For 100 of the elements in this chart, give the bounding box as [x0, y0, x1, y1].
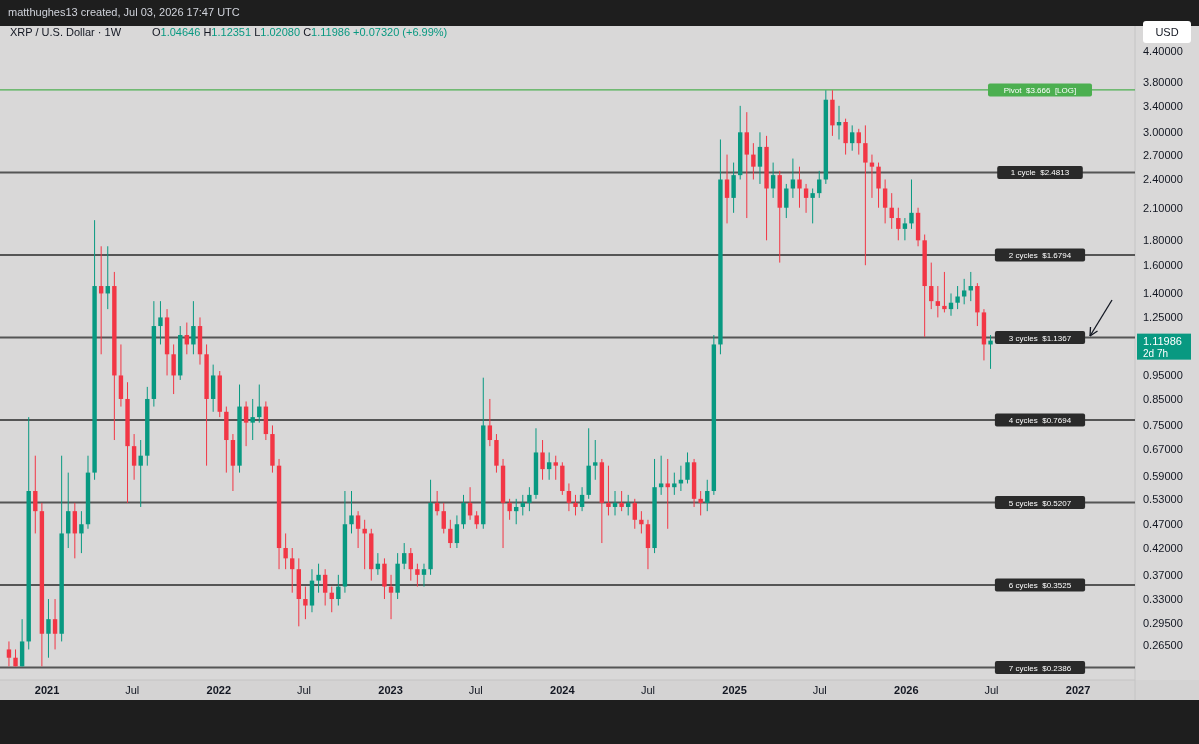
candlestick: [138, 439, 143, 508]
candlestick: [46, 598, 51, 659]
candlestick: [645, 519, 651, 570]
ref-line-label: 1 cycle $2.4813: [1010, 168, 1070, 178]
candlestick: [929, 262, 934, 310]
candlestick: [421, 563, 427, 588]
candlestick: [658, 455, 664, 496]
candlestick: [210, 364, 216, 413]
candlestick: [336, 574, 341, 607]
y-tick-label: 0.95000: [1143, 369, 1183, 382]
candlestick: [935, 285, 941, 318]
ref-line-label: 7 cycles $0.2386: [1008, 663, 1072, 673]
y-tick-label: 0.67000: [1143, 443, 1183, 456]
x-tick-label: Jul: [812, 684, 827, 696]
candlestick: [118, 343, 124, 408]
candlestick: [579, 486, 585, 512]
candlestick: [243, 400, 249, 447]
y-tick-label: 0.37000: [1143, 568, 1183, 581]
candlestick: [507, 498, 512, 521]
candlestick: [454, 514, 460, 549]
candlestick: [527, 486, 532, 512]
candlestick: [79, 510, 84, 554]
x-tick-label: 2024: [550, 684, 576, 696]
x-tick-label: Jul: [468, 684, 483, 696]
candlestick: [382, 557, 387, 600]
candlestick: [665, 458, 670, 530]
candlestick: [322, 568, 328, 607]
candlestick: [349, 490, 354, 534]
x-tick-label: 2027: [1065, 684, 1091, 696]
candlestick: [672, 472, 677, 496]
candlestick: [72, 502, 78, 559]
candlestick: [573, 494, 578, 516]
candlestick: [942, 271, 947, 313]
ref-line-label: 2 cycles $1.6794: [1008, 250, 1072, 260]
candlestick: [402, 542, 407, 570]
y-tick-label: 0.33000: [1143, 593, 1183, 606]
candlestick: [863, 124, 868, 266]
candlestick: [290, 547, 295, 594]
y-tick-label: 1.40000: [1143, 287, 1183, 300]
candlestick: [33, 455, 38, 534]
y-tick-label: 0.29500: [1143, 616, 1183, 629]
candlestick: [803, 183, 809, 214]
candlestick: [876, 162, 881, 209]
y-tick-label: 3.40000: [1143, 99, 1183, 112]
candlestick: [955, 285, 960, 310]
candlestick: [441, 502, 446, 534]
candlestick: [757, 131, 763, 185]
candlestick: [797, 166, 802, 209]
annotation: O1.04646 H1.12351 L1.02080 C1.11986 +0.07320 (+6.99%): [152, 26, 448, 38]
y-tick-label: 1.60000: [1143, 259, 1183, 272]
ref-line-label: 6 cycles $0.3525: [1008, 581, 1072, 591]
y-tick-label: 0.75000: [1143, 419, 1183, 432]
y-tick-label: 0.85000: [1143, 392, 1183, 405]
x-tick-label: 2022: [206, 684, 232, 696]
candlestick: [66, 472, 71, 549]
y-tick-label: 0.59000: [1143, 470, 1183, 483]
candlestick: [283, 532, 288, 570]
candlestick: [461, 494, 466, 530]
x-tick-label: Jul: [296, 684, 312, 696]
x-tick-label: 2023: [378, 684, 403, 696]
x-tick-label: Jul: [640, 684, 655, 696]
candlestick: [415, 563, 420, 588]
x-tick-label: Jul: [984, 684, 999, 696]
y-tick-label: 1.25000: [1143, 311, 1183, 324]
candlestick: [171, 343, 176, 395]
candlestick: [909, 178, 914, 230]
x-tick-label: 2025: [722, 684, 747, 696]
candlestick: [856, 128, 861, 156]
ref-line-label: Pivot $3.666 [LOG]: [1003, 85, 1077, 95]
candlestick: [487, 398, 493, 447]
candlestick: [619, 490, 624, 512]
candlestick: [250, 398, 255, 441]
candlestick: [744, 111, 749, 219]
ref-line-label: 5 cycles $0.5207: [1008, 498, 1072, 508]
ref-line-label: 3 cycles $1.1367: [1008, 333, 1072, 343]
candlestick: [731, 162, 736, 214]
candlestick: [303, 586, 308, 620]
y-tick-label: 0.26500: [1143, 639, 1183, 652]
candlestick: [882, 178, 888, 224]
text: USD: [1155, 26, 1179, 38]
candlestick: [632, 498, 637, 530]
candlestick: [355, 510, 361, 549]
candlestick: [896, 207, 901, 241]
candlestick: [131, 433, 137, 481]
candlestick: [408, 547, 413, 582]
candlestick: [191, 300, 196, 355]
x-tick-label: Jul: [125, 684, 140, 696]
y-tick-label: 0.53000: [1143, 492, 1183, 505]
candlestick: [52, 598, 58, 650]
candlestick: [566, 482, 572, 512]
candlestick: [546, 451, 552, 481]
candlestick: [961, 278, 967, 305]
candlestick: [606, 465, 611, 516]
y-tick-label: 4.40000: [1143, 45, 1183, 58]
candlestick: [724, 154, 730, 224]
candlestick: [784, 183, 789, 219]
candlestick: [553, 455, 558, 481]
candlestick: [810, 187, 815, 224]
candlestick: [902, 217, 908, 241]
candlestick: [698, 490, 703, 516]
